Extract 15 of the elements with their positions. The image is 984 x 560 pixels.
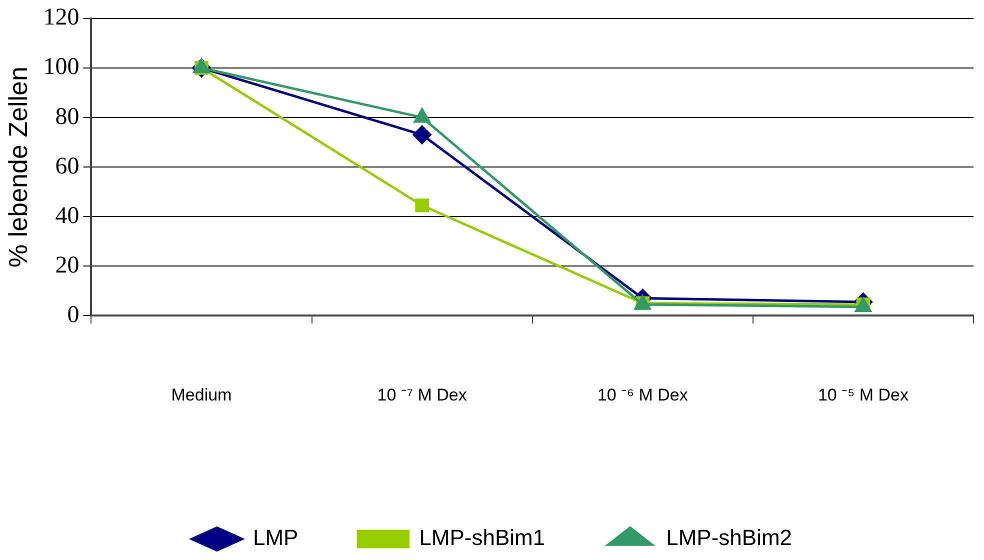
- x-tick-label: Medium: [171, 385, 232, 404]
- legend-label: LMP-shBim2: [666, 525, 792, 550]
- x-tick-label: 10 ⁻⁷ M Dex: [377, 385, 468, 404]
- y-axis-title: % lebende Zellen: [2, 66, 33, 268]
- legend-label: LMP: [252, 525, 298, 550]
- x-tick-label: 10 ⁻⁶ M Dex: [597, 385, 688, 404]
- y-tick-label: 60: [55, 153, 80, 180]
- y-tick-label: 40: [55, 202, 80, 229]
- y-tick-label: 120: [43, 4, 80, 31]
- y-tick-label: 100: [43, 54, 80, 80]
- legend-label: LMP-shBim1: [419, 525, 546, 550]
- y-tick-label: 80: [55, 104, 80, 130]
- y-tick-label: 20: [55, 252, 80, 278]
- y-tick-label: 0: [67, 302, 80, 328]
- x-tick-label: 10 ⁻⁵ M Dex: [818, 385, 909, 404]
